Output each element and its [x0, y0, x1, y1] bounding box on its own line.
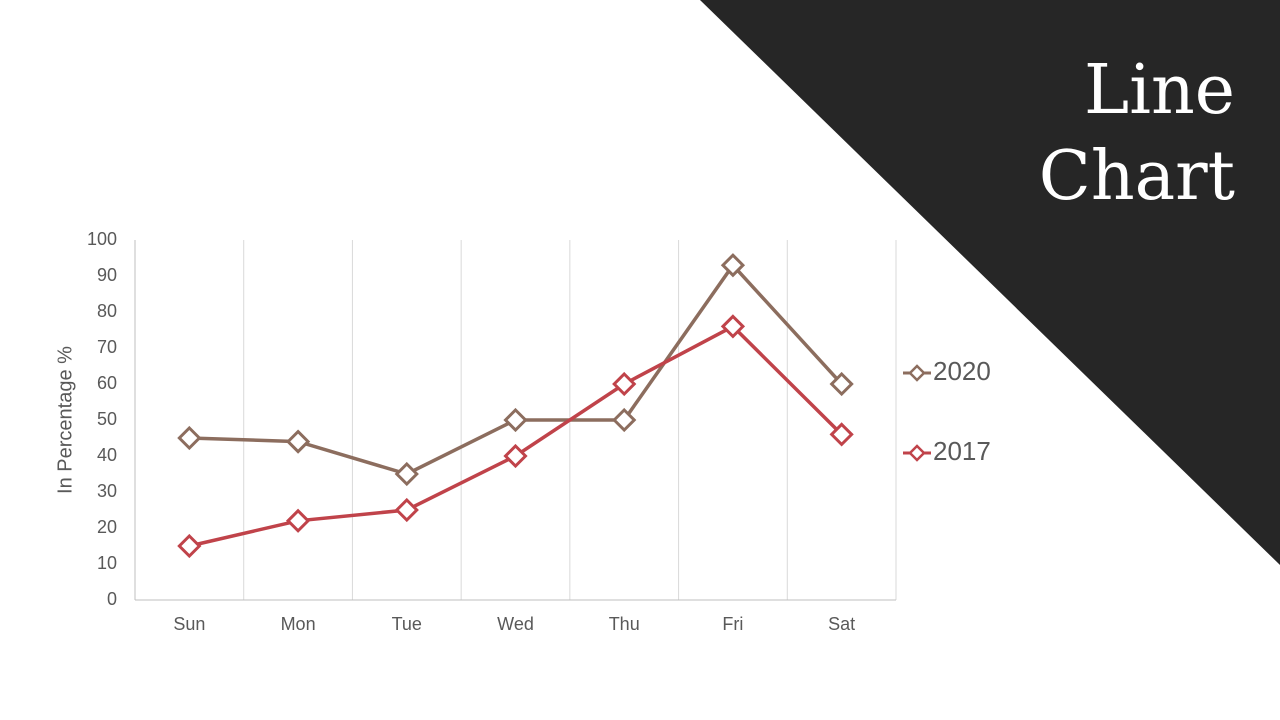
x-tick-label: Sun — [173, 614, 205, 634]
point-marker — [285, 429, 311, 454]
y-tick-label: 10 — [97, 553, 117, 573]
y-tick-label: 0 — [107, 589, 117, 609]
x-tick-label: Tue — [392, 614, 422, 634]
point-marker — [829, 422, 854, 447]
point-marker — [177, 425, 202, 451]
x-tick-label: Mon — [281, 614, 316, 634]
y-tick-label: 30 — [97, 481, 117, 501]
y-tick-label: 60 — [97, 373, 117, 393]
point-marker — [503, 407, 528, 433]
slide-title: Line Chart — [1038, 51, 1235, 216]
x-tick-label: Wed — [497, 614, 534, 634]
y-tick-label: 80 — [97, 301, 117, 321]
y-tick-label: 50 — [97, 409, 117, 429]
point-marker — [394, 497, 419, 523]
y-axis-label: In Percentage % — [54, 346, 76, 494]
y-tick-label: 70 — [97, 337, 117, 357]
point-marker — [177, 533, 202, 559]
corner-triangle — [700, 0, 1280, 565]
point-marker — [612, 371, 637, 397]
x-tick-label: Thu — [609, 614, 640, 634]
x-tick-label: Fri — [722, 614, 743, 634]
x-tick-label: Sat — [828, 614, 855, 634]
series-line — [188, 324, 843, 548]
y-tick-label: 40 — [97, 445, 117, 465]
point-marker — [285, 508, 311, 533]
point-marker — [612, 407, 637, 433]
legend-marker — [908, 364, 926, 382]
y-tick-label: 20 — [97, 517, 117, 537]
point-marker — [829, 371, 854, 397]
legend-label: 2017 — [933, 436, 991, 466]
point-marker — [720, 314, 746, 339]
point-marker — [503, 443, 528, 469]
legend-label: 2020 — [933, 356, 991, 386]
y-tick-label: 90 — [97, 265, 117, 285]
point-marker — [720, 253, 746, 278]
point-marker — [394, 461, 419, 487]
legend-marker — [908, 444, 926, 462]
y-tick-label: 100 — [87, 229, 117, 249]
